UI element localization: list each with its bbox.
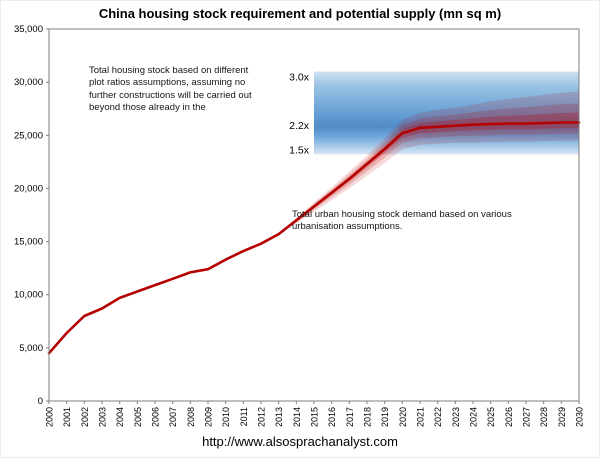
x-tick-label: 2013: [274, 407, 284, 427]
x-tick-label: 2020: [398, 407, 408, 427]
multiplier-label: 3.0x: [289, 71, 310, 83]
demand-fan-band: [278, 91, 579, 235]
x-tick-label: 2015: [310, 407, 320, 427]
x-tick-label: 2003: [98, 407, 108, 427]
footer-url: http://www.alsosprachanalyst.com: [202, 434, 398, 449]
annotation-demand-note: Total urban housing stock demand based o…: [292, 209, 512, 233]
x-tick-label: 2009: [204, 407, 214, 427]
y-tick-label: 10,000: [14, 290, 43, 301]
x-tick-label: 2002: [80, 407, 90, 427]
multiplier-label: 1.5x: [289, 145, 310, 157]
demand-fan-band: [278, 112, 579, 235]
x-tick-label: 2010: [221, 407, 231, 427]
y-tick-label: 25,000: [14, 130, 43, 141]
y-tick-label: 30,000: [14, 77, 43, 88]
x-tick-label: 2012: [257, 407, 267, 427]
x-tick-label: 2021: [416, 407, 426, 427]
x-tick-label: 2017: [345, 407, 355, 427]
x-tick-label: 2025: [486, 407, 496, 427]
chart-title: China housing stock requirement and pote…: [98, 6, 502, 21]
x-tick-label: 2028: [539, 407, 549, 427]
x-tick-label: 2007: [168, 407, 178, 427]
y-tick-label: 20,000: [14, 183, 43, 194]
y-tick-label: 15,000: [14, 237, 43, 248]
multiplier-label: 2.2x: [289, 120, 310, 132]
x-tick-label: 2030: [575, 407, 585, 427]
annotation-supply-note: Total housing stock based on different p…: [89, 65, 252, 114]
demand-central-line: [47, 121, 581, 355]
x-tick-label: 2023: [451, 407, 461, 427]
x-tick-label: 2011: [239, 407, 249, 426]
y-tick-label: 5,000: [19, 343, 43, 354]
x-tick-label: 2016: [327, 407, 337, 427]
x-tick-label: 2026: [504, 407, 514, 427]
x-tick-label: 2008: [186, 407, 196, 427]
x-tick-label: 2024: [469, 407, 479, 427]
y-tick-label: 0: [38, 396, 43, 407]
x-tick-label: 2022: [433, 407, 443, 427]
x-tick-label: 2014: [292, 407, 302, 427]
x-tick-label: 2000: [45, 407, 55, 427]
y-tick-label: 35,000: [14, 24, 43, 35]
x-tick-label: 2027: [522, 407, 532, 427]
supply-band: [314, 71, 579, 155]
x-tick-label: 2001: [62, 407, 72, 427]
x-tick-label: 2029: [557, 407, 567, 427]
x-tick-label: 2019: [380, 407, 390, 427]
x-tick-label: 2006: [151, 407, 161, 427]
x-tick-label: 2005: [133, 407, 143, 427]
demand-fan-band: [278, 103, 579, 235]
x-tick-label: 2018: [363, 407, 373, 427]
x-tick-label: 2004: [115, 407, 125, 427]
